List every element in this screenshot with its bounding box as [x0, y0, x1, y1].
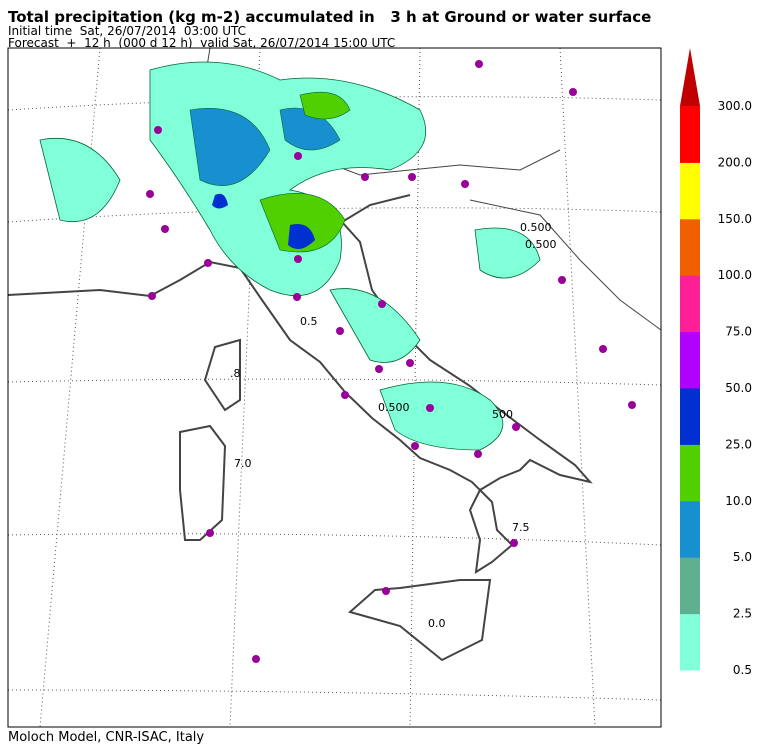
colorbar-box — [680, 331, 700, 389]
colorbar-label: 50.0 — [725, 381, 752, 395]
colorbar-label: 10.0 — [725, 494, 752, 508]
colorbar-label: 0.5 — [733, 663, 752, 677]
contour-label: 7.5 — [512, 521, 530, 534]
colorbar-box — [680, 613, 700, 671]
colorbar-label: 100.0 — [718, 268, 752, 282]
contour-label: 0.500 — [525, 238, 557, 251]
initial-time: Initial time Sat, 26/07/2014 03:00 UTC — [8, 24, 246, 38]
contour-label: 0.5 — [300, 315, 318, 328]
contour-label: 0.0 — [428, 617, 446, 630]
footer: Moloch Model, CNR-ISAC, Italy — [8, 730, 204, 745]
colorbar-box — [680, 388, 700, 445]
title: Total precipitation (kg m-2) accumulated… — [8, 8, 651, 26]
colorbar-label: 75.0 — [725, 325, 752, 339]
colorbar-box — [680, 444, 700, 502]
contour-label: .8 — [230, 367, 241, 380]
contour-label: 0.500 — [520, 221, 552, 234]
colorbar-box — [680, 106, 700, 163]
colorbar-label: 25.0 — [725, 437, 752, 451]
colorbar: 0.5 2.5 5.0 10.0 25.0 50.0 75.0 100.0 150.0 200.0… — [680, 48, 752, 677]
map-area: 0.500 0.5 0.500 0.500 7.5 .8 7.0 0.0 500 — [7, 47, 662, 728]
colorbar-label: 200.0 — [718, 155, 752, 169]
forecast-time: Forecast + 12 h (000 d 12 h) valid Sat, … — [8, 36, 395, 50]
colorbar-box — [680, 500, 700, 558]
contour-label: 7.0 — [234, 457, 252, 470]
colorbar-arrow — [680, 48, 700, 106]
colorbar-box — [680, 557, 700, 615]
colorbar-label: 2.5 — [733, 607, 752, 621]
colorbar-label: 5.0 — [733, 550, 752, 564]
colorbar-label: 300.0 — [718, 99, 752, 113]
colorbar-box — [680, 275, 700, 333]
colorbar-box — [680, 162, 700, 220]
colorbar-label: 150.0 — [718, 212, 752, 226]
colorbar-box — [680, 218, 700, 276]
contour-label: 0.500 — [378, 401, 410, 414]
contour-label: 500 — [492, 408, 513, 421]
